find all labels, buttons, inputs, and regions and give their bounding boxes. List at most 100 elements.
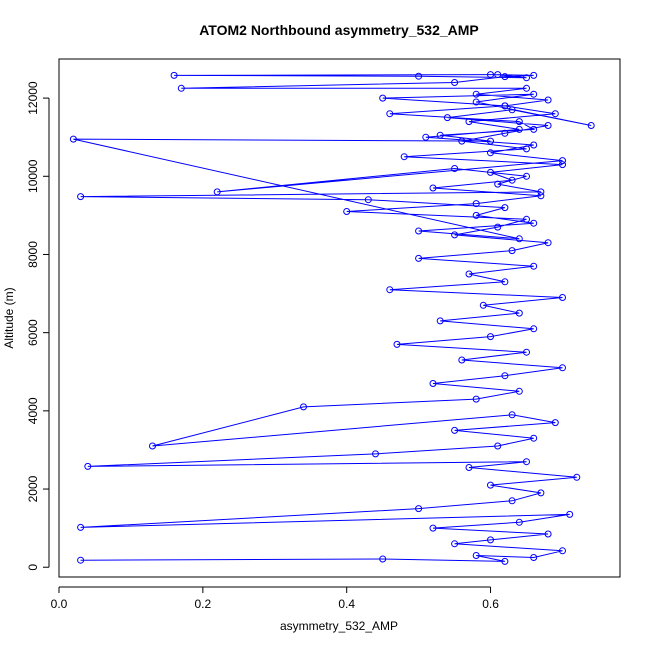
- data-point: [487, 168, 494, 176]
- data-point: [487, 481, 494, 489]
- data-point: [544, 530, 552, 538]
- x-axis: 0.0 0.2 0.4 0.6: [51, 586, 499, 611]
- y-tick-label: 0: [26, 564, 40, 571]
- data-point: [77, 523, 85, 531]
- y-tick-label: 10000: [26, 159, 40, 193]
- data-point: [544, 239, 552, 247]
- data-point: [487, 536, 494, 544]
- y-tick-label: 12000: [26, 81, 40, 115]
- data-point: [429, 524, 437, 532]
- data-point: [451, 540, 459, 548]
- data-point: [386, 110, 394, 118]
- data-point: [544, 96, 552, 104]
- y-tick-label: 4000: [26, 397, 40, 424]
- data-point: [551, 110, 559, 118]
- data-point: [537, 489, 545, 497]
- data-point: [559, 161, 566, 169]
- data-point: [379, 94, 387, 102]
- data-point: [429, 380, 437, 387]
- data-point: [508, 247, 516, 255]
- data-point: [487, 333, 494, 341]
- data-point: [523, 84, 530, 92]
- y-axis-label: Altitude (m): [2, 287, 16, 348]
- data-point: [465, 464, 473, 471]
- data-point: [494, 223, 502, 231]
- data-point: [436, 317, 444, 325]
- x-tick-label: 0.0: [51, 597, 68, 611]
- data-point: [429, 184, 437, 192]
- data-point: [559, 547, 566, 555]
- x-tick-label: 0.6: [482, 597, 499, 611]
- x-axis-label: asymmetry_532_AMP: [280, 619, 398, 633]
- data-point: [523, 145, 530, 153]
- data-point: [501, 557, 509, 565]
- data-point: [69, 135, 77, 143]
- data-point: [472, 90, 480, 98]
- data-point: [443, 114, 451, 122]
- data-point: [465, 118, 473, 126]
- data-point: [515, 235, 523, 243]
- data-point: [372, 450, 379, 458]
- data-point: [465, 270, 473, 278]
- x-tick-label: 0.2: [195, 597, 212, 611]
- data-point: [364, 196, 372, 204]
- data-point: [508, 497, 516, 505]
- plot-frame: [58, 58, 621, 578]
- y-tick-label: 8000: [26, 241, 40, 268]
- data-point: [415, 254, 423, 262]
- data-point: [559, 294, 566, 301]
- data-point: [487, 137, 494, 145]
- data-point: [537, 188, 545, 196]
- data-point: [515, 518, 523, 526]
- data-point: [458, 137, 466, 145]
- data-point: [515, 125, 523, 133]
- data-point: [451, 231, 459, 239]
- data-point: [472, 552, 480, 559]
- data-point: [177, 84, 185, 92]
- data-point: [515, 387, 523, 395]
- data-point: [501, 372, 509, 380]
- data-point: [77, 556, 85, 564]
- data-point: [472, 211, 480, 219]
- chart-title: ATOM2 Northbound asymmetry_532_AMP: [199, 22, 479, 38]
- data-point: [537, 192, 545, 200]
- data-point: [451, 79, 459, 86]
- data-point: [501, 129, 509, 137]
- data-point: [149, 442, 156, 450]
- data-point: [530, 125, 538, 133]
- data-point: [508, 176, 516, 184]
- data-point: [501, 278, 509, 286]
- series-layer: [69, 71, 595, 565]
- data-point: [515, 309, 523, 317]
- data-point: [494, 71, 502, 79]
- data-point: [436, 131, 444, 139]
- data-point: [530, 141, 538, 149]
- data-point: [508, 106, 516, 114]
- data-point: [515, 118, 523, 126]
- data-point: [587, 122, 595, 129]
- x-tick-label: 0.4: [338, 597, 355, 611]
- data-point: [501, 102, 509, 110]
- y-tick-label: 6000: [26, 319, 40, 346]
- data-point: [386, 286, 394, 294]
- data-point: [523, 215, 530, 223]
- data-point: [494, 442, 502, 450]
- data-point: [530, 554, 538, 561]
- data-point: [530, 325, 538, 333]
- series-line: [73, 74, 592, 562]
- data-point: [77, 193, 85, 201]
- data-point: [523, 74, 530, 82]
- data-point: [559, 364, 566, 372]
- data-point: [415, 505, 423, 513]
- data-point: [501, 73, 509, 81]
- data-point: [544, 122, 552, 129]
- data-point: [479, 301, 487, 309]
- data-point: [393, 340, 401, 348]
- data-point: [472, 200, 480, 208]
- data-point: [451, 165, 459, 172]
- data-point: [566, 510, 574, 518]
- data-point: [300, 403, 307, 411]
- data-point: [530, 262, 538, 270]
